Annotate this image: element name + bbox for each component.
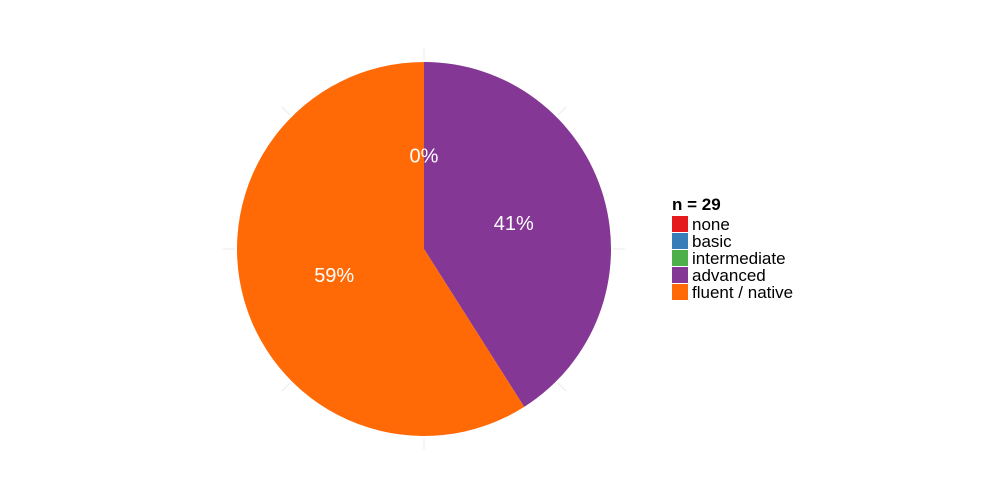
pie-slice-fluent-native bbox=[236, 62, 525, 436]
slice-label-fluent-native: 59% bbox=[314, 265, 354, 287]
legend-item-intermediate: intermediate bbox=[672, 249, 786, 268]
legend-swatch-fluent-native bbox=[672, 284, 688, 300]
legend-label-intermediate: intermediate bbox=[692, 249, 786, 268]
pie-slice-labels: 0% 41% 59% bbox=[314, 146, 534, 288]
grid-spoke bbox=[557, 106, 567, 116]
polar-grid bbox=[223, 48, 625, 450]
legend-label-advanced: advanced bbox=[692, 266, 766, 285]
pie-slice-advanced bbox=[424, 62, 612, 407]
grid-spoke bbox=[557, 382, 567, 392]
legend-label-fluent-native: fluent / native bbox=[692, 283, 793, 302]
legend-label-none: none bbox=[692, 215, 730, 234]
legend-item-fluent-native: fluent / native bbox=[672, 283, 793, 302]
legend-swatch-basic bbox=[672, 233, 688, 249]
legend-item-none: none bbox=[672, 215, 730, 234]
grid-spoke bbox=[281, 106, 291, 116]
slice-label-none: 0% bbox=[410, 146, 439, 168]
legend-title: n = 29 bbox=[672, 195, 721, 214]
legend: n = 29 nonebasicintermediateadvancedflue… bbox=[672, 195, 793, 302]
legend-item-basic: basic bbox=[672, 232, 732, 251]
pie-slices bbox=[236, 62, 612, 436]
slice-label-advanced: 41% bbox=[494, 213, 534, 235]
grid-spoke bbox=[281, 382, 291, 392]
legend-item-advanced: advanced bbox=[672, 266, 766, 285]
legend-swatch-none bbox=[672, 216, 688, 232]
legend-label-basic: basic bbox=[692, 232, 732, 251]
legend-swatch-advanced bbox=[672, 267, 688, 283]
legend-swatch-intermediate bbox=[672, 250, 688, 266]
